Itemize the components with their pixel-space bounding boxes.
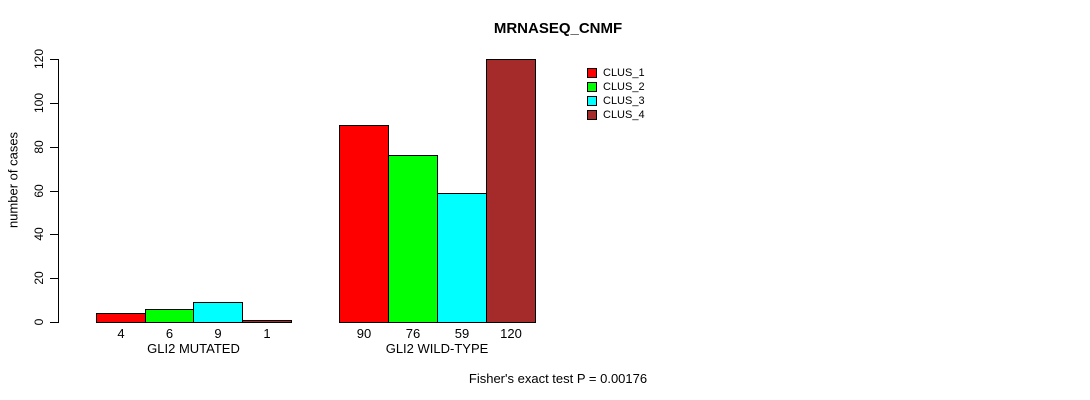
bar-clus_1-gli2-mutated bbox=[96, 313, 146, 323]
legend-row: CLUS_3 bbox=[587, 94, 645, 108]
legend-swatch-clus_3 bbox=[587, 96, 597, 106]
stat-test-annotation: Fisher's exact test P = 0.00176 bbox=[468, 371, 648, 386]
bar-value-label: 1 bbox=[263, 326, 271, 341]
y-tick-label: 60 bbox=[32, 184, 46, 198]
group-label-gli2-mutated: GLI2 MUTATED bbox=[147, 341, 240, 356]
legend-label: CLUS_2 bbox=[603, 81, 645, 93]
bar-clus_2-gli2-wild-type bbox=[388, 155, 438, 323]
legend-swatch-clus_1 bbox=[587, 68, 597, 78]
legend-row: CLUS_2 bbox=[587, 80, 645, 94]
legend-label: CLUS_4 bbox=[603, 109, 645, 121]
bar-clus_4-gli2-wild-type bbox=[486, 59, 536, 323]
bar-clus_1-gli2-wild-type bbox=[339, 125, 389, 323]
y-tick bbox=[50, 234, 58, 235]
bar-value-label: 120 bbox=[500, 326, 522, 341]
y-tick bbox=[50, 322, 58, 323]
y-tick-label: 100 bbox=[32, 92, 46, 114]
legend-row: CLUS_1 bbox=[587, 66, 645, 80]
legend-swatch-clus_4 bbox=[587, 110, 597, 120]
y-tick-label: 80 bbox=[32, 140, 46, 154]
bar-value-label: 90 bbox=[356, 326, 372, 341]
bar-clus_2-gli2-mutated bbox=[145, 309, 194, 323]
y-tick-label: 120 bbox=[32, 48, 46, 70]
legend-label: CLUS_3 bbox=[603, 95, 645, 107]
y-tick bbox=[50, 59, 58, 60]
legend-label: CLUS_1 bbox=[603, 67, 645, 79]
bar-value-label: 4 bbox=[117, 326, 125, 341]
chart-title: MRNASEQ_CNMF bbox=[493, 20, 623, 37]
bar-value-label: 76 bbox=[405, 326, 421, 341]
y-tick bbox=[50, 147, 58, 148]
bar-value-label: 6 bbox=[165, 326, 174, 341]
legend-row: CLUS_4 bbox=[587, 108, 645, 122]
legend-swatch-clus_2 bbox=[587, 82, 597, 92]
legend: CLUS_1 CLUS_2 CLUS_3 CLUS_4 bbox=[587, 66, 645, 122]
y-tick-label: 0 bbox=[32, 318, 46, 326]
y-tick-label: 40 bbox=[32, 227, 46, 241]
bar-clus_4-gli2-mutated bbox=[242, 320, 292, 323]
bar-clus_3-gli2-mutated bbox=[193, 302, 243, 323]
bar-value-label: 59 bbox=[454, 326, 470, 341]
y-axis-label: number of cases bbox=[5, 131, 21, 229]
y-tick bbox=[50, 278, 58, 279]
y-tick bbox=[50, 103, 58, 104]
bar-clus_3-gli2-wild-type bbox=[437, 193, 487, 323]
y-axis-line bbox=[58, 59, 59, 323]
y-tick-label: 20 bbox=[32, 271, 46, 285]
group-label-gli2-wild-type: GLI2 WILD-TYPE bbox=[385, 341, 489, 356]
bar-value-label: 9 bbox=[214, 326, 222, 341]
y-tick bbox=[50, 191, 58, 192]
